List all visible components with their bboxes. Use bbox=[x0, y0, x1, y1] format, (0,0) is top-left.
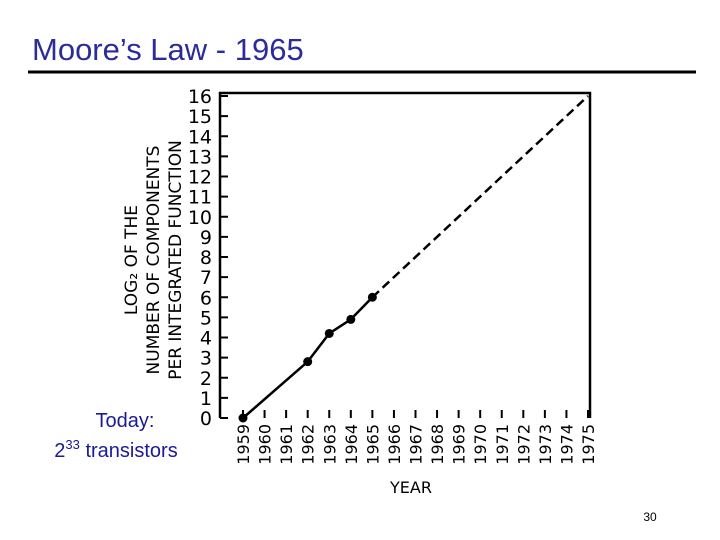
data-point bbox=[346, 314, 356, 324]
plot-frame bbox=[218, 91, 592, 418]
y-tick-label: 6 bbox=[200, 287, 212, 309]
page-number: 30 bbox=[643, 510, 657, 524]
annotation-base: 2 bbox=[54, 440, 65, 462]
y-tick-label: 2 bbox=[200, 368, 212, 390]
x-tick-label: 1966 bbox=[385, 424, 404, 465]
y-tick-label: 1 bbox=[200, 388, 212, 410]
annotation: Today: 233 transistors bbox=[54, 410, 177, 462]
annotation-line: Today: bbox=[96, 410, 155, 432]
x-tick-label: 1971 bbox=[493, 424, 512, 465]
x-tick-label: 1968 bbox=[428, 424, 447, 465]
x-axis-label: YEAR bbox=[389, 478, 432, 497]
x-tick-label: 1965 bbox=[363, 424, 382, 465]
y-tick-label: 8 bbox=[200, 247, 212, 269]
x-tick-label: 1972 bbox=[514, 424, 533, 465]
data-point bbox=[303, 357, 313, 367]
y-tick-label: 16 bbox=[188, 86, 212, 108]
y-tick-label: 3 bbox=[200, 348, 212, 370]
annotation-line: 233 transistors bbox=[54, 437, 177, 462]
y-tick-label: 4 bbox=[200, 328, 212, 350]
y-axis-label: LOG₂ OF THE bbox=[122, 205, 142, 315]
y-tick-label: 10 bbox=[188, 207, 212, 229]
data-point bbox=[238, 413, 248, 423]
y-tick-label: 11 bbox=[188, 187, 212, 209]
annotation-rest: transistors bbox=[80, 440, 178, 462]
series-line bbox=[371, 95, 589, 299]
data-point bbox=[324, 328, 334, 338]
x-tick-label: 1974 bbox=[557, 424, 576, 465]
x-tick-label: 1973 bbox=[536, 424, 555, 465]
x-tick-label: 1963 bbox=[320, 424, 339, 465]
annotation-exponent: 33 bbox=[65, 437, 79, 452]
y-axis-label: PER INTEGRATED FUNCTION bbox=[166, 140, 186, 380]
x-tick-label: 1962 bbox=[299, 424, 318, 465]
y-tick-label: 14 bbox=[188, 126, 212, 148]
y-axis-label: NUMBER OF COMPONENTS bbox=[144, 146, 164, 375]
y-tick-label: 9 bbox=[200, 227, 212, 249]
y-tick-label: 7 bbox=[200, 267, 212, 289]
x-tick-label: 1961 bbox=[277, 424, 296, 465]
y-tick-label: 0 bbox=[200, 408, 212, 430]
y-tick-label: 13 bbox=[188, 146, 212, 168]
y-tick-label: 12 bbox=[188, 167, 212, 189]
x-tick-label: 1967 bbox=[407, 424, 426, 465]
y-tick-label: 15 bbox=[188, 106, 212, 128]
x-tick-label: 1975 bbox=[579, 424, 598, 465]
x-tick-label: 1960 bbox=[256, 424, 275, 465]
x-tick-label: 1964 bbox=[342, 424, 361, 465]
x-tick-label: 1970 bbox=[471, 424, 490, 465]
x-tick-label: 1959 bbox=[234, 424, 253, 465]
y-tick-label: 5 bbox=[200, 307, 212, 329]
slide-title: Moore’s Law - 1965 bbox=[32, 32, 304, 67]
x-tick-label: 1969 bbox=[450, 424, 469, 465]
